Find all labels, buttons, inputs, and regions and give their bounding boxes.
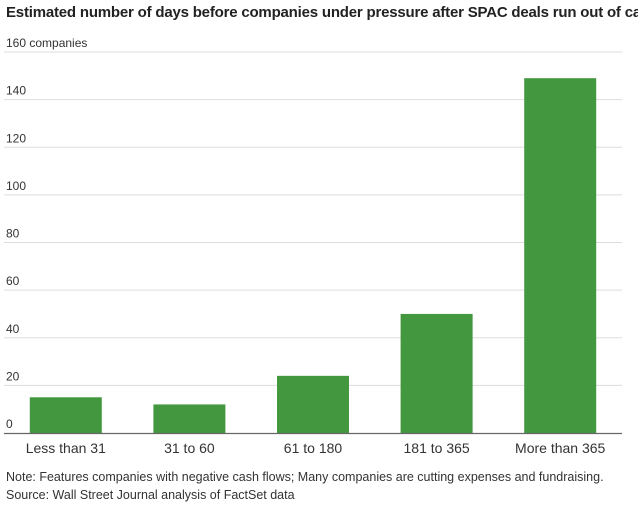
y-tick-label: 60	[6, 274, 20, 288]
bar	[524, 78, 597, 433]
x-tick-label: Less than 31	[26, 440, 106, 456]
bar	[153, 404, 226, 433]
bar	[277, 375, 349, 433]
y-tick-label: 0	[6, 417, 13, 431]
y-tick-label: 120	[6, 131, 26, 145]
bar	[29, 397, 102, 433]
x-tick-label: 181 to 365	[404, 440, 470, 456]
chart-title: Estimated number of days before companie…	[6, 4, 638, 21]
y-tick-label: 100	[6, 179, 26, 193]
y-tick-label: 80	[6, 227, 20, 241]
chart-note: Note: Features companies with negative c…	[6, 470, 604, 484]
bar	[400, 313, 473, 433]
y-tick-label: 20	[6, 369, 20, 383]
x-tick-label: 61 to 180	[284, 440, 343, 456]
y-tick-label: 140	[6, 84, 26, 98]
x-tick-label: 31 to 60	[164, 440, 215, 456]
chart-source: Source: Wall Street Journal analysis of …	[6, 488, 295, 502]
y-tick-label: 160 companies	[6, 36, 87, 50]
y-tick-label: 40	[6, 322, 20, 336]
bar-chart: 0 20 40 60 80 100 120 140 160 companies Less than…	[4, 36, 622, 456]
x-tick-label: More than 365	[515, 440, 605, 456]
